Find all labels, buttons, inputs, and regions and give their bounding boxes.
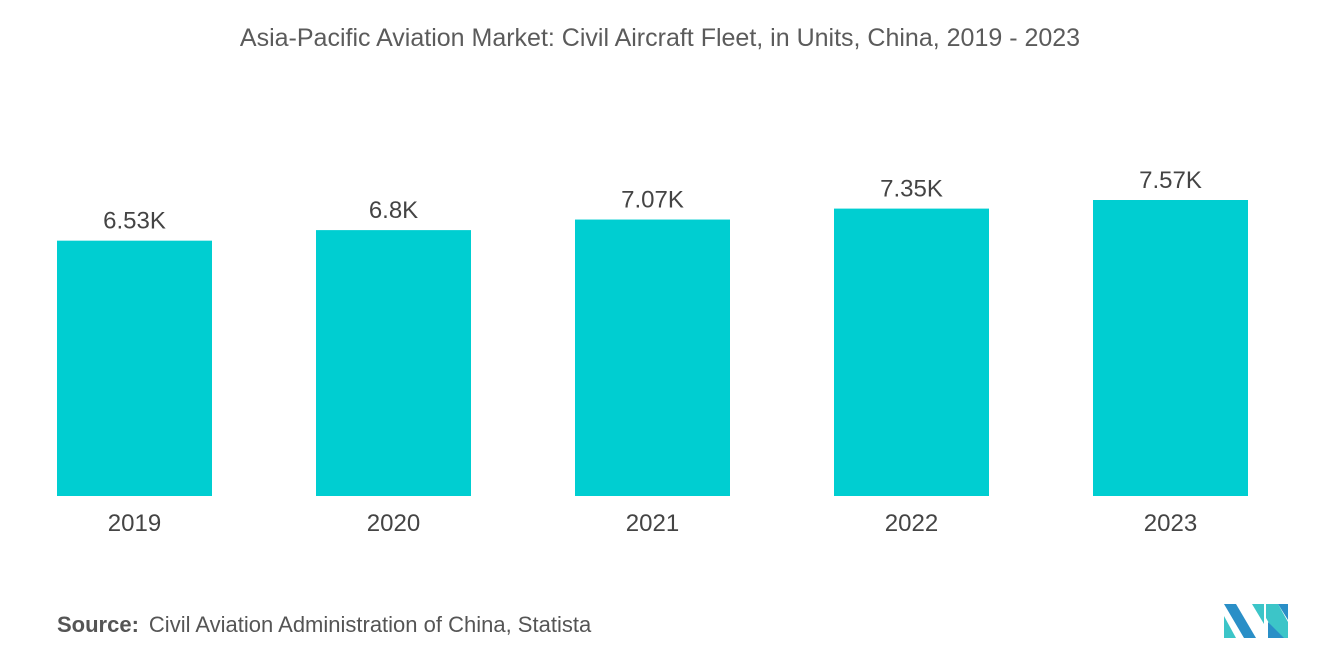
mordor-logo <box>1224 604 1288 638</box>
data-label: 7.07K <box>621 187 684 214</box>
x-tick-label: 2021 <box>626 510 679 537</box>
data-label: 6.53K <box>103 208 166 235</box>
bar-2023 <box>1093 200 1248 496</box>
bar-2021 <box>575 219 730 497</box>
x-tick-label: 2022 <box>885 510 938 537</box>
source-label: Source: <box>57 612 139 637</box>
chart-title: Asia-Pacific Aviation Market: Civil Airc… <box>239 24 1081 52</box>
source-note: Source: Civil Aviation Administration of … <box>57 612 591 638</box>
source-text: Civil Aviation Administration of China, … <box>148 612 592 637</box>
bar-2019 <box>57 240 212 496</box>
x-tick-label: 2020 <box>367 510 420 537</box>
data-label: 6.8K <box>369 197 418 224</box>
bar-chart: 6.53K 2019 6.8K 2020 7.07K 2021 7.35K 2022 7.57K… <box>57 167 1248 537</box>
x-tick-label: 2019 <box>108 510 161 537</box>
data-label: 7.57K <box>1139 167 1202 194</box>
data-label: 7.35K <box>880 176 943 203</box>
bar-2022 <box>834 208 989 497</box>
bar-2020 <box>316 230 471 496</box>
x-tick-label: 2023 <box>1144 510 1197 537</box>
